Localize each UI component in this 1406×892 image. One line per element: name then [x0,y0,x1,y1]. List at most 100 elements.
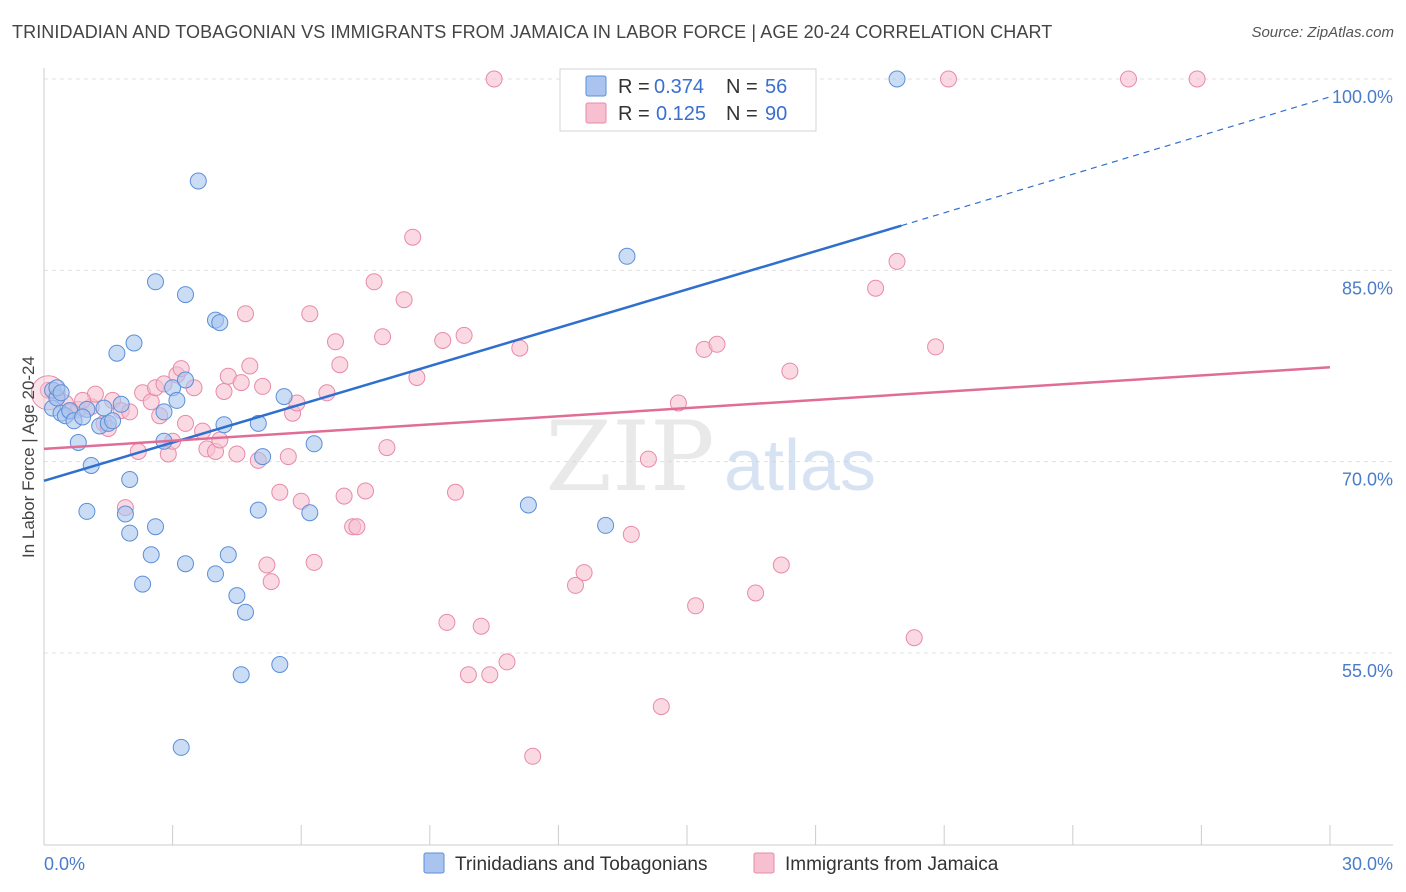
trinidad-point-29 [177,286,194,304]
trend-line-trinidadians-projection [901,96,1331,227]
jamaica-point-30 [237,305,254,323]
jamaica-point-45 [331,356,349,374]
trinidad-point-30 [177,555,194,573]
legend-r-value-1: 0.374 [654,76,704,98]
trinidad-point-47 [78,502,96,520]
jamaica-point-85 [1188,70,1206,88]
legend-n-value-1: 56 [765,76,787,98]
jamaica-point-76 [747,584,765,602]
jamaica-point-80 [888,252,906,270]
jamaica-point-49 [357,482,374,500]
jamaica-point-37 [279,448,297,466]
legend-r-label-1: R = [618,76,650,98]
jamaica-point-75 [708,335,726,353]
jamaica-point-29 [232,374,250,392]
jamaica-point-42 [305,553,323,571]
x-tick-label-left: 0.0% [44,854,85,874]
jamaica-point-70 [639,450,657,468]
jamaica-point-84 [1120,70,1137,88]
jamaica-point-31 [241,357,259,375]
jamaica-point-59 [455,326,473,344]
jamaica-point-53 [395,291,413,309]
jamaica-point-65 [511,339,529,357]
y-tick-labels: 100.0% 85.0% 70.0% 55.0% [1332,87,1393,681]
jamaica-point-72 [669,394,687,412]
x-ticks [43,825,1331,845]
trinidad-point-52 [519,496,537,514]
trinidad-point-33 [207,565,224,583]
trinidad-point-23 [155,403,173,421]
trinidad-point-16 [121,524,139,542]
trinidad-point-54 [597,516,615,534]
jamaica-point-36 [271,483,289,501]
jamaica-point-52 [378,439,396,457]
jamaica-point-26 [215,383,233,400]
trinidad-point-45 [301,504,319,522]
jamaica-point-79 [867,279,885,297]
y-tick-label-3: 55.0% [1342,661,1393,681]
legend-n-label-2: N = [726,103,758,125]
trinidad-point-28 [177,371,194,389]
trinidad-point-56 [888,70,906,88]
trinidad-point-38 [232,666,250,684]
source-label: Source: ZipAtlas.com [1251,24,1394,41]
trinidad-point-37 [228,587,246,605]
jamaica-point-25 [211,431,229,449]
trinidad-point-14 [112,395,130,413]
legend-swatch-pink [585,102,607,124]
y-tick-label-0: 100.0% [1332,87,1393,107]
trinidad-point-27 [172,738,190,756]
jamaica-point-83 [940,70,957,88]
jamaica-point-73 [687,597,705,615]
jamaica-point-60 [459,666,477,684]
trinidad-point-51 [52,384,70,402]
trinidad-point-22 [147,273,164,291]
legend-r-value-2: 0.125 [656,103,706,125]
trinidad-point-13 [108,344,126,362]
trinidad-point-43 [271,656,289,673]
jamaica-point-71 [652,698,670,716]
trinidad-point-55 [618,247,636,265]
trinidad-point-36 [219,546,237,564]
trinidad-point-49 [74,408,92,426]
watermark-zip: ZIP [545,401,714,513]
jamaica-point-20 [177,414,194,432]
trinidad-point-15 [116,505,134,523]
jamaica-point-51 [374,328,392,346]
jamaica-point-54 [404,228,422,246]
jamaica-point-41 [301,305,319,323]
trinidad-point-42 [254,448,272,466]
legend-box: R = 0.374 N = 56 R = 0.125 N = 90 [559,68,817,132]
y-tick-label-2: 70.0% [1342,470,1393,490]
jamaica-point-48 [348,518,366,536]
y-axis-title: In Labor Force | Age 20-24 [19,356,38,558]
trinidad-point-39 [237,603,254,621]
bottom-legend-swatch-pink [753,852,775,874]
jamaica-point-81 [905,629,923,647]
bottom-legend-label-pink: Immigrants from Jamaica [785,854,999,875]
watermark: ZIP atlas [545,401,876,513]
watermark-atlas: atlas [724,426,876,506]
jamaica-point-50 [365,273,383,291]
legend-r-label-2: R = [618,103,650,125]
jamaica-point-58 [447,483,464,501]
jamaica-point-62 [481,666,499,684]
jamaica-point-64 [498,653,516,671]
legend-n-value-2: 90 [765,103,787,125]
trend-line-trinidadians [43,224,902,482]
bottom-legend-label-blue: Trinidadians and Tobagonians [455,854,707,875]
jamaica-point-33 [254,377,272,395]
trinidad-point-34 [211,314,229,332]
jamaica-point-46 [335,487,353,505]
trinidad-point-20 [142,546,160,564]
chart-title: TRINIDADIAN AND TOBAGONIAN VS IMMIGRANTS… [12,22,1053,42]
jamaica-point-44 [327,333,344,351]
jamaica-point-66 [524,747,542,765]
trinidad-point-44 [275,388,293,406]
trinidad-point-50 [104,412,122,430]
trinidad-point-40 [249,501,267,519]
jamaica-point-57 [438,613,456,631]
jamaica-point-34 [258,556,276,574]
jamaica-point-82 [927,338,945,356]
